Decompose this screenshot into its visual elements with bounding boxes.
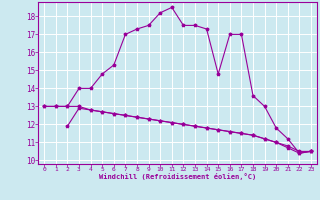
X-axis label: Windchill (Refroidissement éolien,°C): Windchill (Refroidissement éolien,°C) <box>99 173 256 180</box>
